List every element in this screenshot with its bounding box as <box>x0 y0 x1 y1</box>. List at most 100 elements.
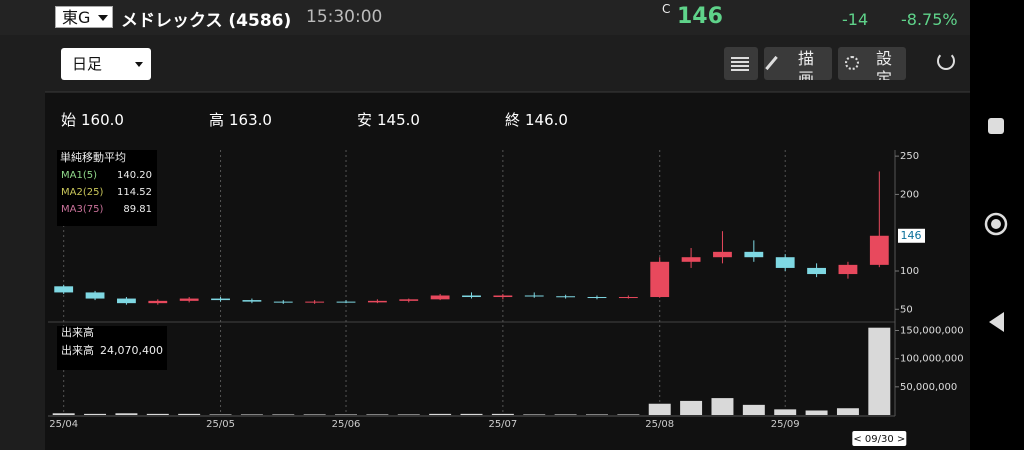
volume-bar <box>836 408 859 415</box>
candle-body <box>117 298 136 304</box>
candle-body <box>744 251 764 258</box>
candle-body <box>681 257 701 262</box>
market-label: 東G <box>62 8 91 27</box>
ohlc-value: 163.0 <box>229 111 272 129</box>
candle-body <box>618 297 638 299</box>
candle-body <box>524 295 544 297</box>
nav-back[interactable] <box>989 312 1004 332</box>
ohlc-value: 160.0 <box>81 111 124 129</box>
candle-body <box>713 251 732 258</box>
candle-body <box>838 264 858 275</box>
legend-name: MA3(75) <box>61 204 103 215</box>
ma-legend-box <box>57 150 157 226</box>
x-tick-label: 25/07 <box>488 419 517 430</box>
last-price-badge <box>898 228 925 243</box>
volume-bar <box>52 413 75 415</box>
dropdown-arrow <box>135 62 143 67</box>
indicator-icon <box>731 57 749 59</box>
candle-body <box>556 296 576 298</box>
legend-name: MA1(5) <box>61 170 97 181</box>
x-tick-label: 25/04 <box>49 419 78 430</box>
volume-bar <box>366 414 389 415</box>
ohlc-label: 安 <box>357 111 373 129</box>
volume-bar <box>84 413 107 415</box>
y-tick-label: 250 <box>900 151 919 162</box>
candle-body <box>493 295 513 298</box>
y-tick-label: 200 <box>900 189 919 200</box>
volume-bar <box>617 414 640 415</box>
candle-body <box>650 261 670 298</box>
period-label: 日足 <box>72 55 103 73</box>
price-flag: C <box>662 2 671 16</box>
legend-name: MA2(25) <box>61 187 103 198</box>
draw-button[interactable]: 描画 <box>764 47 832 80</box>
ohlc-label: 高 <box>209 111 225 129</box>
x-tick-label: 25/06 <box>332 419 361 430</box>
candle-body <box>869 235 889 265</box>
volume-bar <box>429 413 452 415</box>
market-select[interactable]: 東G <box>55 6 113 28</box>
volume-bar <box>335 414 357 415</box>
volume-bar <box>397 414 420 415</box>
volume-bar <box>711 398 734 415</box>
ohlc-item: 高 163.0 <box>209 109 272 130</box>
nav-home[interactable] <box>984 212 1008 236</box>
ohlc-value: 146.0 <box>525 111 568 129</box>
volume-bar <box>774 409 797 415</box>
date-cursor-badge <box>852 431 907 446</box>
candle-body <box>587 297 607 299</box>
volume-bar <box>303 414 326 415</box>
refresh-button[interactable] <box>937 52 955 70</box>
ohlc-value: 145.0 <box>377 111 420 129</box>
candle-body <box>462 295 481 298</box>
volume-bar <box>240 414 263 415</box>
price-change-pct: -8.75% <box>901 10 958 29</box>
volume-bar <box>146 413 169 415</box>
volume-bar <box>115 413 138 415</box>
chart-panel <box>45 92 970 450</box>
volume-bar <box>805 410 828 415</box>
settings-button[interactable]: 設定 <box>838 47 906 80</box>
ohlc-label: 終 <box>505 111 521 129</box>
draw-label: 描画 <box>798 49 815 80</box>
candle-body <box>85 292 105 299</box>
indicator-button[interactable] <box>724 47 758 80</box>
candle-body <box>54 286 74 293</box>
candle-body <box>807 267 826 275</box>
legend-value: 140.20 <box>117 170 152 181</box>
candle-body <box>148 300 168 304</box>
candle-body <box>336 301 356 303</box>
volume-bar <box>209 414 232 415</box>
x-tick-label: 25/09 <box>771 419 800 430</box>
volume-legend-name: 出来高 <box>61 343 94 357</box>
candle-body <box>367 300 387 303</box>
price-change: -14 <box>842 10 869 29</box>
y-tick-label: 150,000,000 <box>900 326 964 337</box>
candle-body <box>179 298 199 301</box>
stock-name: メドレックス (4586) <box>121 11 292 31</box>
volume-title: 出来高 <box>61 325 94 339</box>
candle-body <box>305 301 325 303</box>
volume-legend-box <box>57 326 167 370</box>
volume-bar <box>460 413 483 415</box>
pencil-icon <box>765 55 778 71</box>
ma-legend-title: 単純移動平均 <box>60 150 126 164</box>
volume-bar <box>554 414 577 415</box>
volume-bar <box>586 414 608 415</box>
volume-bar <box>648 403 671 415</box>
candle-body <box>775 257 795 268</box>
candle-body <box>273 301 293 303</box>
period-select[interactable]: 日足 <box>61 48 151 80</box>
top-bar <box>0 0 1024 35</box>
volume-bar <box>680 400 703 415</box>
volume-bar <box>272 414 295 415</box>
volume-bar <box>491 413 514 415</box>
ohlc-label: 始 <box>61 111 77 129</box>
volume-bar <box>742 404 765 415</box>
nav-recent[interactable] <box>988 118 1004 134</box>
volume-bar <box>178 413 201 415</box>
legend-value: 89.81 <box>123 204 152 215</box>
